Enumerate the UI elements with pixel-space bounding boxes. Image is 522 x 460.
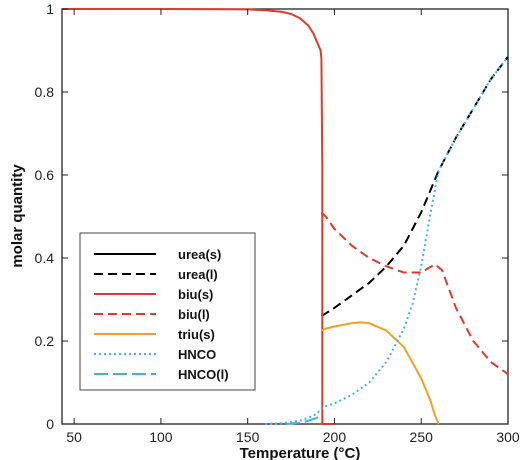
x-tick-label: 150 (236, 429, 260, 445)
y-tick-label: 0.8 (35, 84, 55, 100)
series-line-triu-s (320, 321, 440, 425)
legend-box (79, 232, 256, 391)
legend-label-hnco-l: HNCO(l) (178, 367, 229, 382)
x-tick-label: 250 (410, 429, 434, 445)
y-tick-label: 0.6 (35, 167, 55, 183)
y-axis-title: molar quantity (9, 164, 26, 268)
y-tick-label: 0 (46, 416, 54, 432)
series-line-biu-l (320, 211, 509, 376)
y-tick-label: 0.2 (35, 333, 55, 349)
legend: urea(s) urea(l) biu(s) biu(l) triu(s) HNCO HNC… (79, 232, 256, 391)
legend-label-triu-s: triu(s) (178, 327, 215, 342)
legend-label-hnco: HNCO (178, 347, 216, 362)
x-tick-label: 50 (66, 429, 82, 445)
x-tick-label: 200 (323, 429, 347, 445)
legend-label-urea-s: urea(s) (178, 247, 221, 262)
series-layer (62, 8, 509, 425)
legend-label-biu-l: biu(l) (178, 307, 210, 322)
y-axis: 0 0.2 0.4 0.6 0.8 1 (35, 1, 508, 432)
y-tick-label: 0.4 (35, 250, 55, 266)
legend-label-biu-s: biu(s) (178, 287, 213, 302)
series-line-hnco-l (285, 414, 323, 425)
plot-frame (61, 8, 509, 425)
legend-label-urea-l: urea(l) (178, 267, 218, 282)
series-line-urea-l (320, 56, 509, 317)
y-tick-label: 1 (46, 1, 54, 17)
x-tick-label: 100 (149, 429, 173, 445)
x-tick-label: 300 (496, 429, 520, 445)
series-line-biu-s (62, 8, 335, 425)
x-axis: 50 100 150 200 250 300 (66, 9, 520, 445)
x-axis-title: Temperature (°C) (240, 445, 361, 460)
